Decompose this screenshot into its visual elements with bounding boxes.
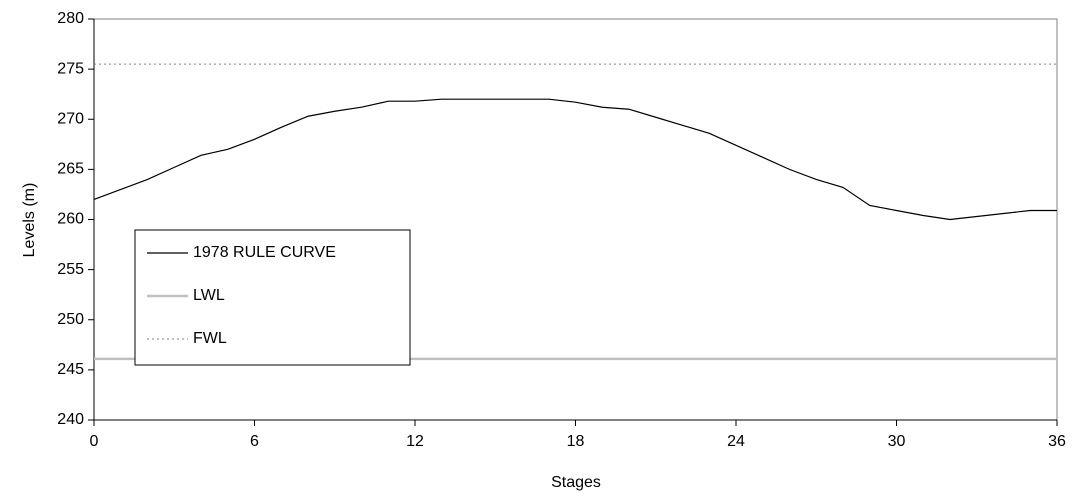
y-tick-label: 270 (57, 110, 84, 127)
x-tick-label: 24 (727, 433, 745, 450)
y-tick-label: 245 (57, 361, 84, 378)
y-tick-label: 260 (57, 211, 84, 228)
x-tick-label: 12 (406, 433, 424, 450)
x-tick-label: 0 (90, 433, 99, 450)
x-tick-label: 6 (250, 433, 259, 450)
y-tick-label: 255 (57, 261, 84, 278)
y-tick-label: 280 (57, 10, 84, 27)
y-tick-label: 250 (57, 311, 84, 328)
legend-label: LWL (193, 287, 225, 304)
series-line (93, 98, 1057, 221)
legend-label: FWL (193, 330, 227, 347)
y-tick-label: 240 (57, 411, 84, 428)
x-tick-label: 36 (1048, 433, 1066, 450)
x-tick-label: 18 (567, 433, 585, 450)
x-axis-label: Stages (551, 474, 601, 491)
y-tick-label: 275 (57, 60, 84, 77)
y-axis-label: Levels (m) (21, 183, 38, 258)
legend-label: 1978 RULE CURVE (193, 244, 336, 261)
y-tick-label: 265 (57, 161, 84, 178)
x-tick-label: 30 (888, 433, 906, 450)
